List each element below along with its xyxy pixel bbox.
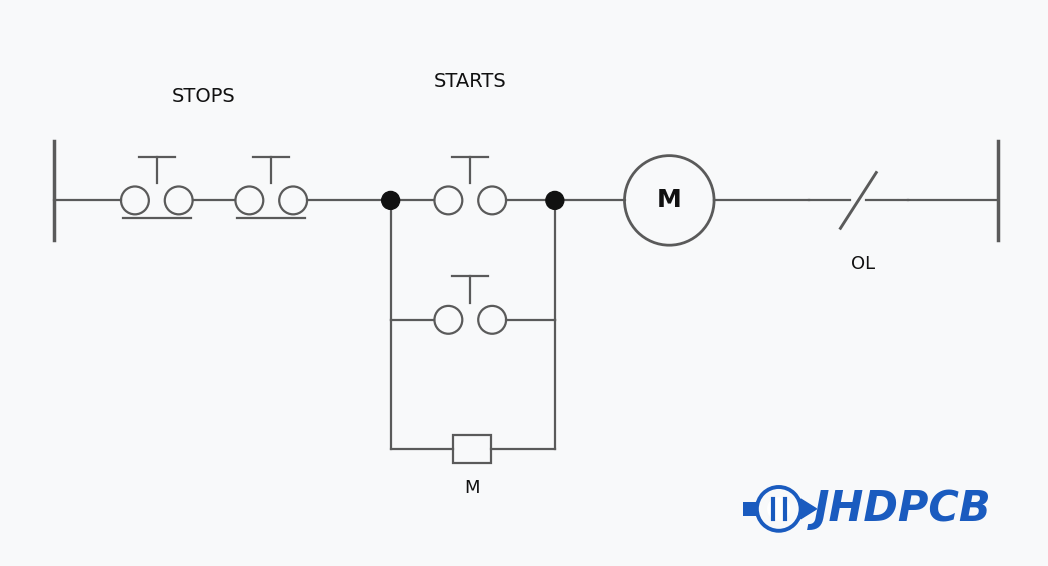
Circle shape — [381, 191, 399, 209]
Circle shape — [768, 498, 790, 520]
Circle shape — [546, 191, 564, 209]
Text: M: M — [464, 479, 480, 497]
Polygon shape — [801, 499, 816, 519]
Text: STARTS: STARTS — [434, 72, 506, 91]
Bar — [454, 435, 492, 463]
Text: STOPS: STOPS — [172, 87, 236, 106]
Bar — [743, 502, 757, 516]
Text: JHDPCB: JHDPCB — [813, 488, 991, 530]
Text: OL: OL — [851, 255, 875, 273]
Text: M: M — [657, 188, 681, 212]
